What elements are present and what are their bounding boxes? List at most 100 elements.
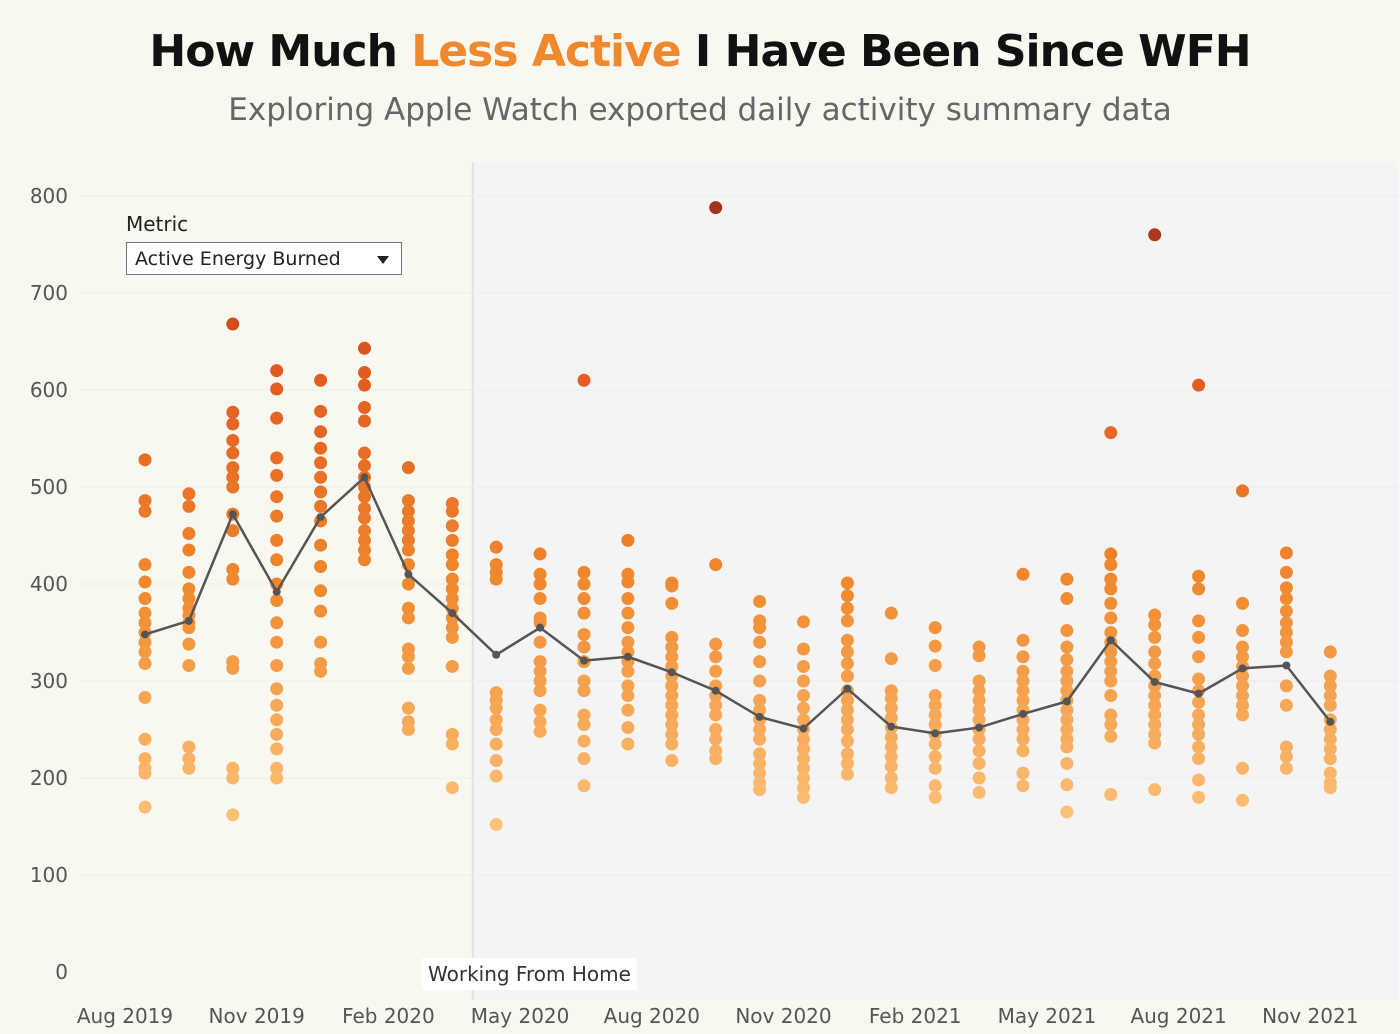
data-point [226,480,240,494]
data-point [401,650,415,664]
data-point [358,543,371,557]
data-point [840,723,854,736]
data-point [928,761,942,775]
data-point [884,711,898,725]
data-point [797,732,810,746]
data-point [928,779,942,793]
data-point [226,405,240,419]
data-point [753,693,767,707]
data-point [270,742,284,756]
data-point [753,621,767,635]
data-point [138,606,152,620]
data-point [533,635,547,649]
data-point [621,689,635,703]
data-point [1236,698,1249,712]
data-point [577,684,591,698]
data-point [621,533,635,547]
data-point [533,655,547,669]
data-point [621,703,635,717]
data-point [1192,718,1206,732]
metric-dropdown[interactable]: Active Energy Burned [126,242,402,275]
data-point [489,701,503,715]
data-point [972,649,986,663]
data-point [797,752,810,766]
data-point [445,572,459,586]
data-point [182,565,196,579]
data-point [138,592,152,606]
data-point [1060,756,1074,770]
x-tick-label: May 2020 [471,1004,570,1028]
data-point [533,577,547,591]
data-point [577,577,591,591]
data-point [1104,572,1118,586]
y-tick-label: 500 [30,475,68,499]
data-point [1279,626,1293,639]
data-point [1016,650,1030,664]
data-point [577,373,591,387]
data-point [182,621,196,635]
average-point [1194,689,1203,698]
data-point [138,766,152,780]
data-point [840,657,854,671]
data-point [1192,569,1206,583]
data-point [1148,618,1162,632]
data-point [840,703,854,717]
data-point [884,750,898,764]
data-point [577,674,591,688]
data-point [577,627,591,641]
x-tick-label: Feb 2021 [869,1004,962,1028]
data-point [1060,740,1074,754]
x-tick-label: May 2021 [998,1004,1097,1028]
data-point [1104,718,1118,732]
data-point [928,737,942,751]
data-point [138,575,152,589]
average-point [887,722,896,731]
data-point [1148,645,1162,659]
data-point [1192,727,1206,741]
data-point [621,575,635,589]
x-tick-label: Aug 2020 [604,1004,700,1028]
data-point [1192,773,1206,787]
data-point [226,661,240,675]
data-point [1016,723,1030,736]
data-point [533,664,547,678]
data-point [358,414,371,428]
data-point [1016,779,1030,793]
data-point [1148,708,1162,722]
data-point [226,524,240,538]
data-point [445,548,459,562]
data-point [1192,740,1206,754]
data-point [314,425,328,439]
data-point [840,576,854,590]
data-point [1279,761,1293,775]
y-tick-label: 0 [55,960,68,984]
data-point [1236,596,1249,610]
data-point [753,732,767,746]
wfh-region [472,162,1399,1000]
data-point [270,713,284,727]
data-point [709,698,723,712]
data-point [972,684,986,698]
data-point [1148,783,1162,797]
data-point [753,674,767,688]
data-point [797,689,810,703]
data-point [1236,793,1249,807]
data-point [753,766,767,780]
data-point [1323,723,1337,736]
data-point [138,690,152,704]
data-point [1323,689,1337,703]
data-point [445,504,459,518]
average-point [360,473,369,482]
data-point [972,703,986,717]
data-point [709,637,723,651]
data-point [577,592,591,606]
data-point [709,752,723,766]
data-point [533,567,547,581]
data-point [972,674,986,688]
data-point [358,501,371,515]
y-tick-label: 800 [30,184,68,208]
data-point [401,533,415,547]
data-point [358,446,371,460]
data-point [753,723,767,736]
data-point [445,621,459,635]
